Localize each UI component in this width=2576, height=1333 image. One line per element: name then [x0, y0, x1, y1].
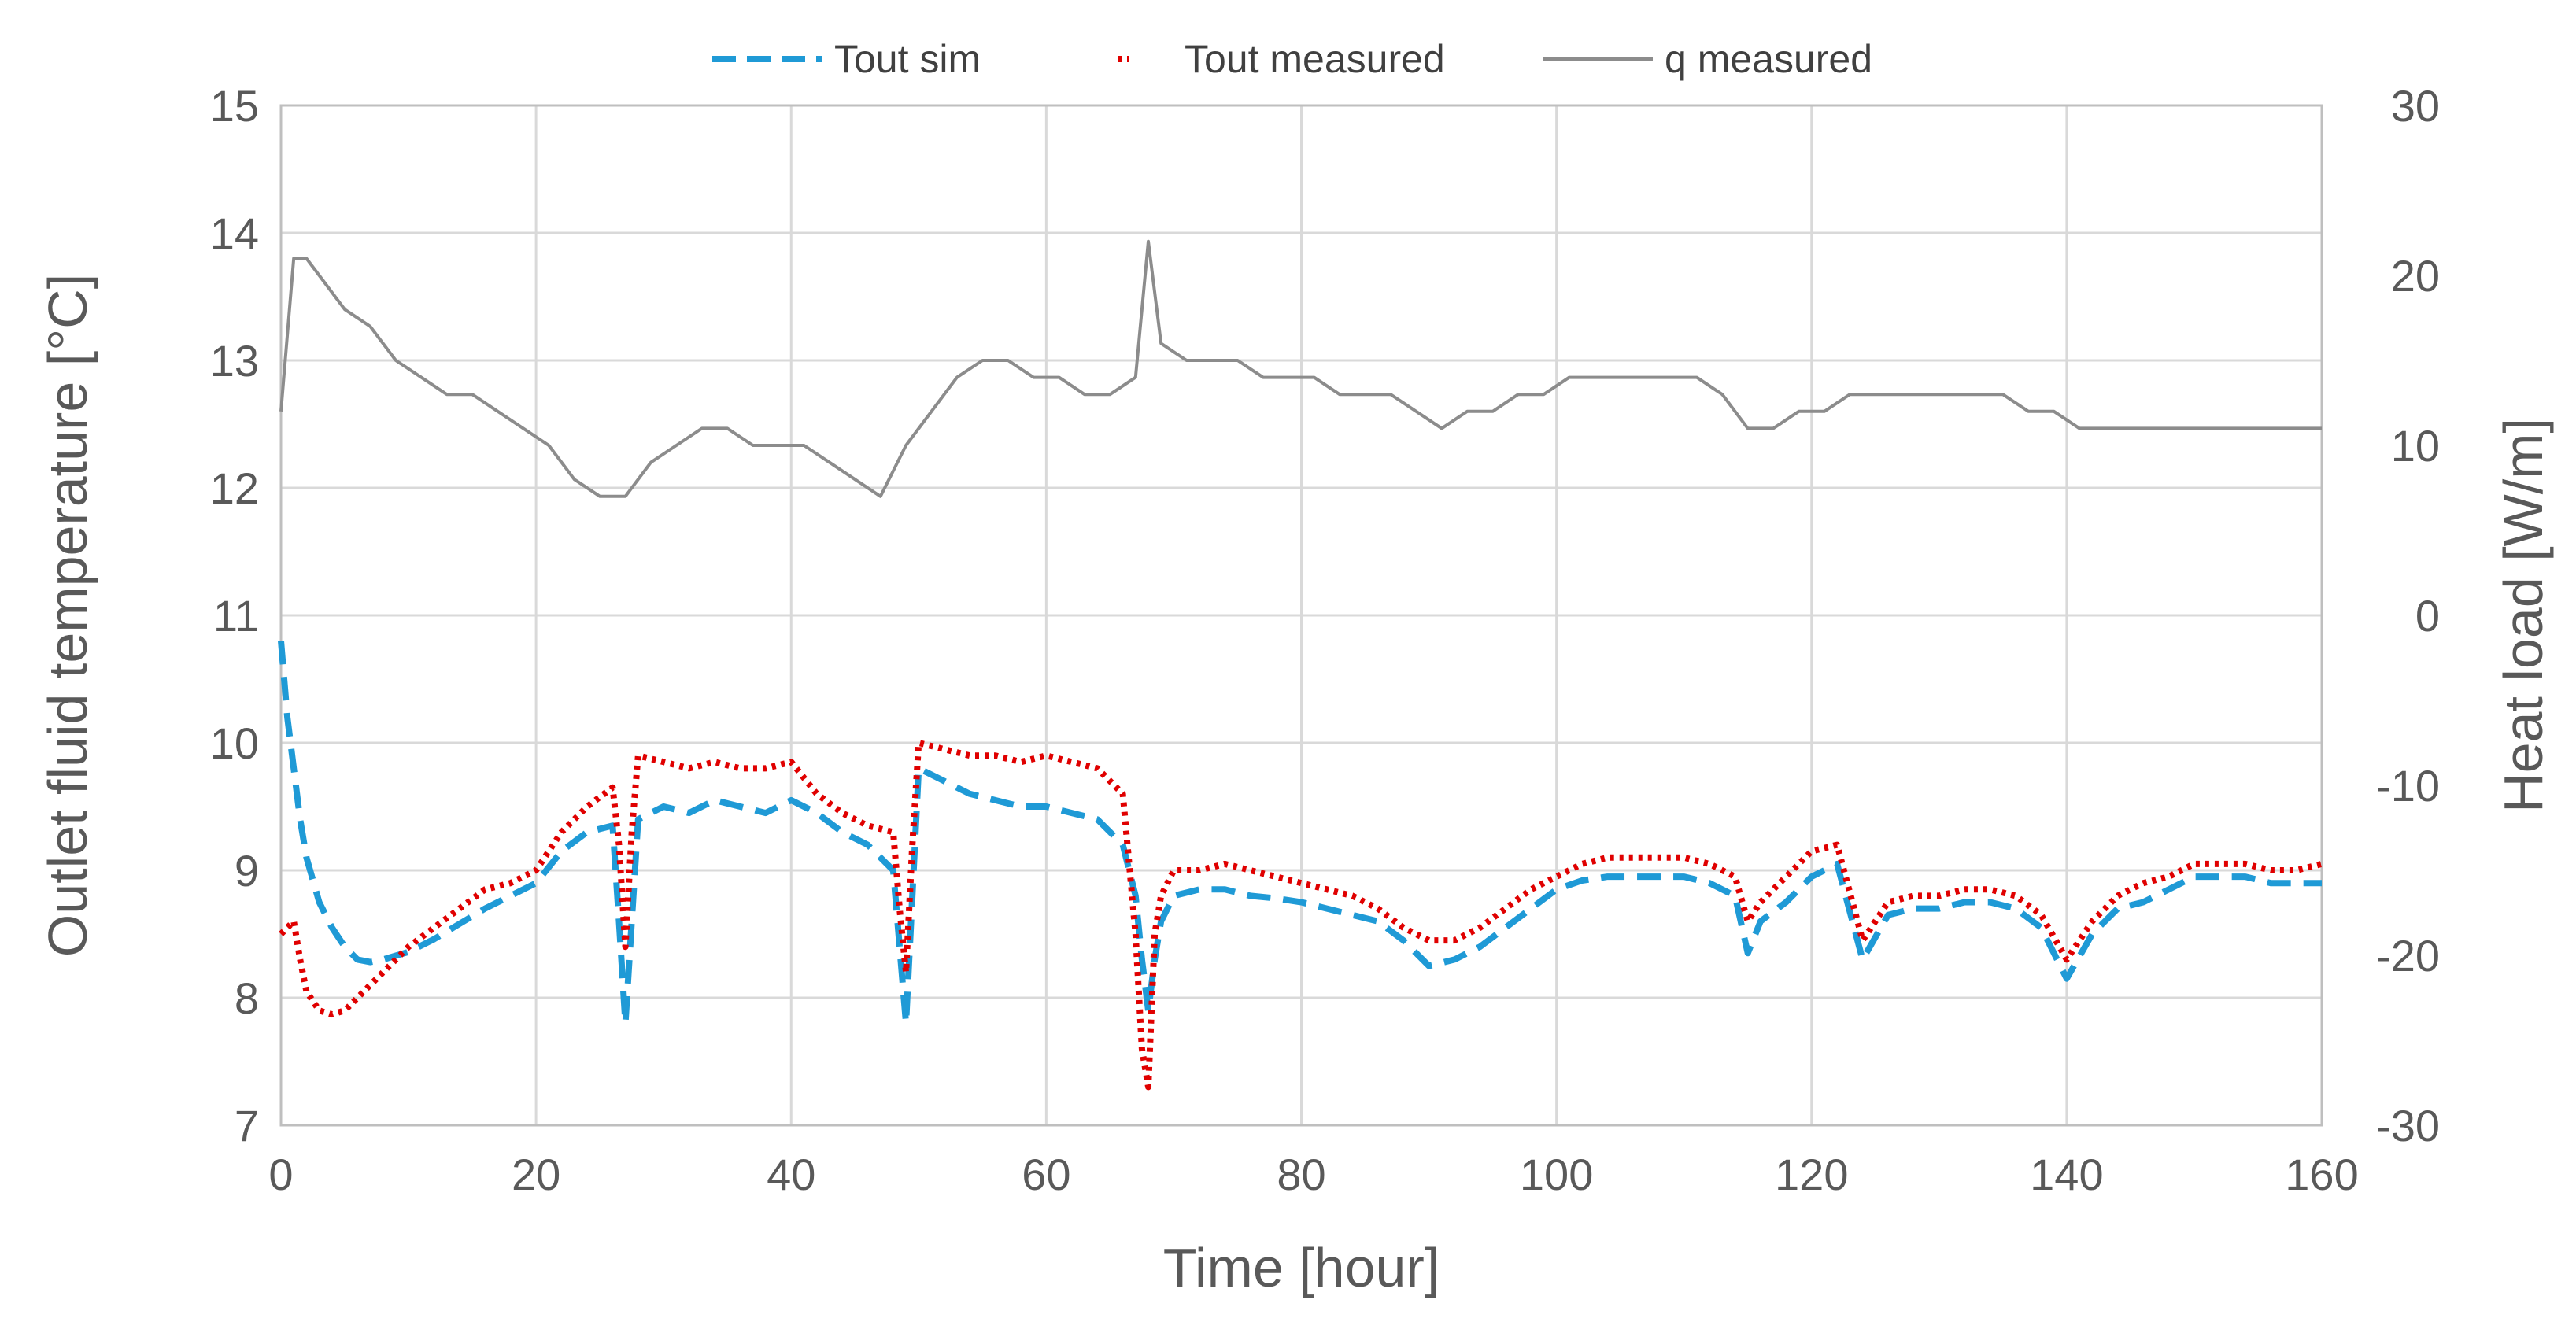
y-left-tick-label: 10	[210, 718, 259, 768]
y-left-tick-label: 9	[235, 846, 259, 895]
legend-tout-sim-label: Tout sim	[834, 37, 981, 81]
y-right-tick-label: 10	[2391, 421, 2440, 471]
y-right-tick-label: 0	[2415, 591, 2440, 641]
legend-q-measured-label: q measured	[1665, 37, 1872, 81]
tout-measured-line	[279, 740, 2323, 1091]
y-left-tick-label: 7	[235, 1101, 259, 1150]
y-left-tick-label: 14	[210, 209, 259, 258]
gridlines	[279, 104, 2323, 1127]
x-tick-label: 100	[1520, 1150, 1593, 1199]
legend-tout-measured-label: Tout measured	[1185, 37, 1445, 81]
y-left-tick-label: 13	[210, 336, 259, 386]
plot-frame	[279, 104, 2323, 1127]
y-left-tick-label: 11	[213, 591, 259, 641]
axes: 0 20 40 60 80 100 120 140 160789101112131415-30-…	[210, 81, 2440, 1199]
legend: Tout sim Tout measured q measured	[712, 37, 1872, 81]
y-left-tick-label: 12	[210, 463, 259, 513]
series-layer	[278, 239, 2323, 1091]
y-left-tick-label: 15	[210, 81, 259, 131]
y-right-axis-title: Heat load [W/m]	[2493, 418, 2554, 813]
x-tick-label: 0	[268, 1150, 293, 1199]
x-tick-label: 160	[2285, 1150, 2358, 1199]
y-right-tick-label: -30	[2376, 1101, 2440, 1150]
y-right-tick-label: 20	[2391, 251, 2440, 301]
y-right-tick-label: -20	[2376, 931, 2440, 980]
x-tick-label: 80	[1277, 1150, 1325, 1199]
y-right-tick-label: 30	[2391, 81, 2440, 131]
y-right-tick-label: -10	[2376, 761, 2440, 811]
tout-sim-line	[278, 641, 2322, 1027]
x-tick-label: 120	[1775, 1150, 1848, 1199]
x-axis-title: Time [hour]	[1163, 1237, 1440, 1298]
x-tick-label: 40	[767, 1150, 815, 1199]
x-tick-label: 140	[2030, 1150, 2103, 1199]
x-tick-label: 20	[512, 1150, 560, 1199]
x-tick-label: 60	[1022, 1150, 1070, 1199]
q-measured-line	[279, 239, 2322, 498]
y-left-axis-title: Outlet fluid temperature [°C]	[37, 274, 98, 957]
y-left-tick-label: 8	[235, 973, 259, 1023]
